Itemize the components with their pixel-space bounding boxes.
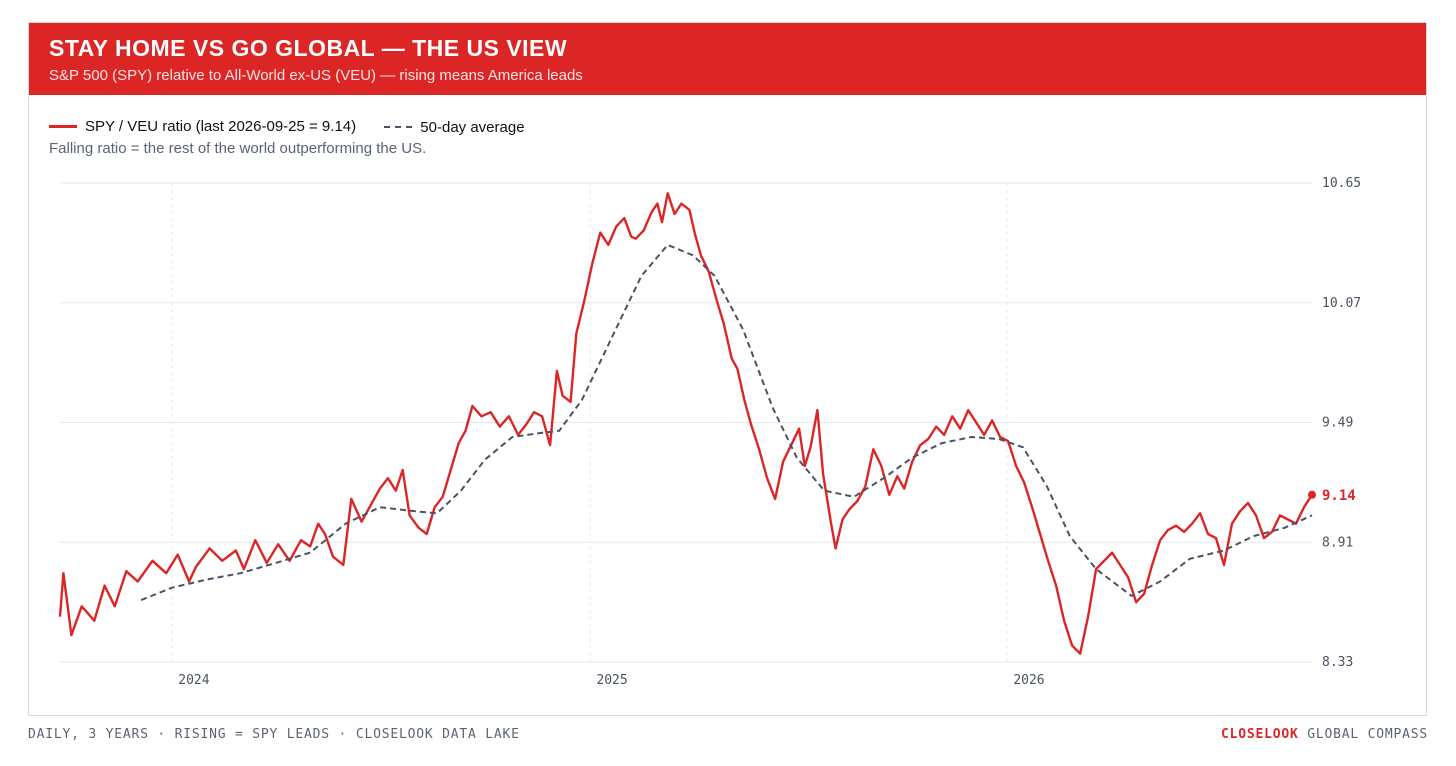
x-axis: 2024 2025 2026 [178, 673, 1044, 688]
legend-item-average: 50-day average [384, 118, 525, 136]
legend-swatch-ratio [49, 125, 77, 128]
chart-legend: SPY / VEU ratio (last 2026-09-25 = 9.14)… [49, 115, 549, 136]
brand-product: GLOBAL COMPASS [1307, 727, 1428, 742]
y-axis: 8.33 8.91 9.49 10.07 10.65 9.14 [1322, 176, 1361, 670]
chart-subtitle: S&P 500 (SPY) relative to All-World ex-U… [49, 67, 583, 84]
header-banner: STAY HOME VS GO GLOBAL — THE US VIEW S&P… [29, 23, 1426, 95]
chart-card: STAY HOME VS GO GLOBAL — THE US VIEW S&P… [28, 22, 1427, 716]
legend-label-ratio: SPY / VEU ratio (last 2026-09-25 = 9.14) [85, 118, 357, 135]
x-tick-label: 2025 [596, 673, 627, 688]
average-line [140, 243, 1313, 602]
chart-title: STAY HOME VS GO GLOBAL — THE US VIEW [49, 35, 568, 61]
legend-swatch-average [384, 126, 413, 128]
y-tick-label: 9.49 [1322, 416, 1353, 431]
grid-layer [60, 182, 1312, 663]
y-tick-label: 10.65 [1322, 176, 1361, 191]
chart-note: Falling ratio = the rest of the world ou… [49, 140, 427, 157]
line-chart: 2024 2025 2026 8.33 8.91 9.49 10.07 10.65 9.14 [58, 176, 1361, 688]
legend-label-average: 50-day average [420, 118, 525, 136]
footer-caption: DAILY, 3 YEARS · RISING = SPY LEADS · CL… [28, 727, 520, 742]
y-tick-label: 8.91 [1322, 535, 1353, 550]
x-tick-label: 2026 [1013, 673, 1044, 688]
x-tick-label: 2024 [178, 673, 209, 688]
last-value-label: 9.14 [1322, 488, 1356, 504]
footer-brand: CLOSELOOK GLOBAL COMPASS [1221, 727, 1428, 742]
brand-name: CLOSELOOK [1220, 727, 1299, 742]
y-tick-label: 8.33 [1322, 655, 1353, 670]
last-value-marker [1308, 490, 1316, 499]
series-layer [58, 192, 1316, 655]
legend-item-ratio: SPY / VEU ratio (last 2026-09-25 = 9.14) [49, 118, 356, 135]
y-tick-label: 10.07 [1322, 296, 1361, 311]
ratio-line [58, 192, 1314, 655]
